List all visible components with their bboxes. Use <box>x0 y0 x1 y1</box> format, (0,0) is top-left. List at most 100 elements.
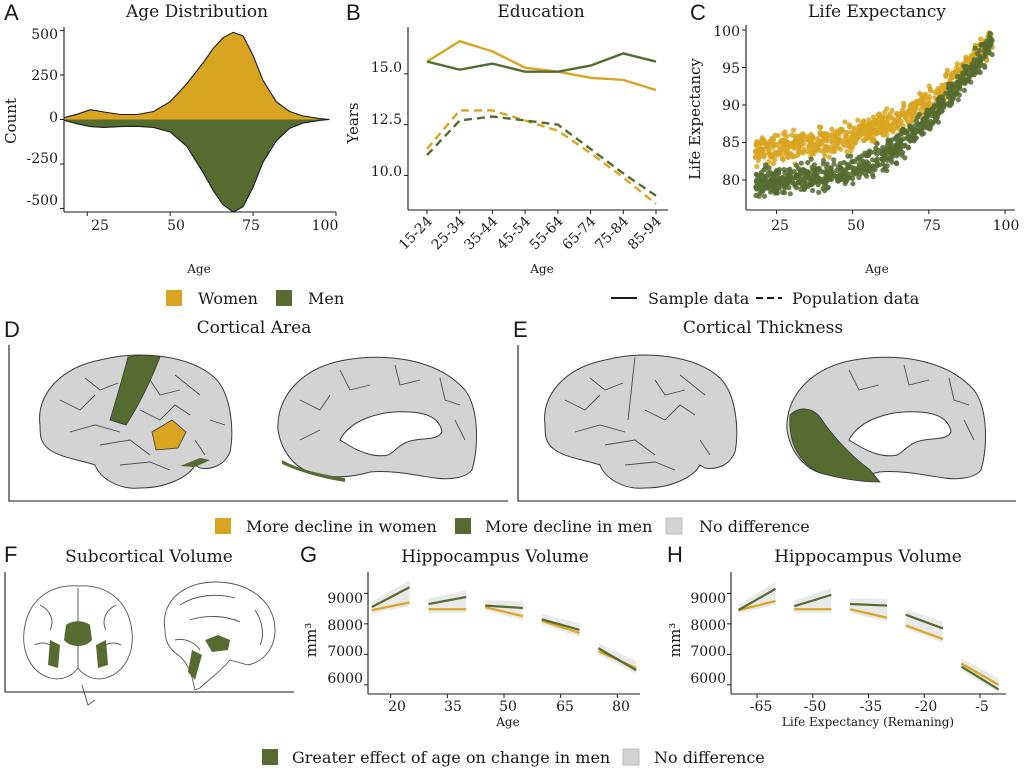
panel-b-ticks <box>404 73 657 214</box>
scatter-point-men <box>801 178 808 184</box>
scatter-point-women <box>790 140 796 146</box>
scatter-point-men <box>906 123 913 129</box>
scatter-point-men <box>810 187 816 194</box>
panel-f-subcortical-region <box>205 635 230 652</box>
scatter-point-women <box>785 140 792 146</box>
scatter-point-women <box>821 149 827 155</box>
panel-c-ytick: 80 <box>722 173 740 189</box>
scatter-point-men <box>966 70 972 76</box>
scatter-point-women <box>761 154 767 160</box>
scatter-point-men <box>754 186 760 192</box>
scatter-point-men <box>928 119 934 125</box>
panel-a-ytick: 0 <box>49 110 58 126</box>
scatter-point-women <box>890 121 896 127</box>
scatter-point-men <box>976 57 982 64</box>
scatter-point-men <box>824 169 830 175</box>
scatter-point-men <box>796 166 802 172</box>
segment-women <box>849 608 888 619</box>
scatter-point-men <box>809 181 816 187</box>
scatter-point-men <box>924 119 930 125</box>
scatter-point-women <box>766 146 772 152</box>
panel-f-frame <box>4 572 294 693</box>
area-outline-women <box>63 31 330 121</box>
scatter-point-women <box>852 127 858 133</box>
panel-e-title: Cortical Thickness <box>683 318 843 338</box>
scatter-point-women <box>819 131 825 137</box>
scatter-point-men <box>984 49 990 55</box>
panel-c-xtick: 50 <box>847 218 865 234</box>
panel-g-plot <box>371 580 637 674</box>
scatter-point-men <box>899 128 905 134</box>
scatter-point-men <box>845 153 851 159</box>
scatter-point-men <box>915 114 921 120</box>
scatter-point-women <box>895 124 901 130</box>
scatter-point-men <box>916 128 922 134</box>
scatter-point-men <box>845 165 851 171</box>
scatter-point-men <box>905 145 912 151</box>
panel-e: E Cortical Thickness <box>513 317 1016 502</box>
scatter-point-women <box>911 112 917 118</box>
scatter-point-women <box>923 91 929 97</box>
scatter-point-men <box>989 51 995 58</box>
cortex-legend: More decline in women More decline in me… <box>215 517 810 536</box>
line-women-population <box>426 109 657 205</box>
panel-b-xtick: 35-44 <box>461 213 501 253</box>
panel-c-xtick: 25 <box>771 218 789 234</box>
scatter-point-men <box>879 151 885 157</box>
scatter-point-men <box>874 163 880 169</box>
scatter-point-men <box>939 108 945 114</box>
scatter-point-men <box>934 113 940 120</box>
scatter-point-women <box>970 52 976 58</box>
scatter-point-women <box>888 126 894 132</box>
scatter-point-women <box>795 152 801 158</box>
scatter-point-men <box>949 97 955 103</box>
scatter-point-men <box>828 165 834 172</box>
scatter-point-men <box>803 171 809 177</box>
scatter-point-women <box>963 56 969 62</box>
scatter-point-men <box>960 70 966 76</box>
panel-g-xtick: 20 <box>388 699 406 715</box>
scatter-point-women <box>914 98 920 104</box>
segment-women <box>484 606 524 618</box>
scatter-point-men <box>776 167 783 173</box>
panel-d: D Cortical Area <box>4 317 508 502</box>
scatter-point-men <box>971 71 977 78</box>
scatter-point-men <box>851 159 858 165</box>
scatter-point-men <box>807 171 813 178</box>
scatter-point-women <box>860 137 867 143</box>
scatter-point-women <box>935 85 941 92</box>
panel-h-label: H <box>667 542 683 567</box>
scatter-point-men <box>887 148 893 154</box>
panel-f-coronal-brain <box>23 585 133 706</box>
segment-men <box>371 586 411 609</box>
scatter-point-women <box>866 117 872 123</box>
segment-women <box>905 624 944 641</box>
panel-b-xtick: 15-24 <box>396 213 436 253</box>
scatter-point-men <box>820 157 827 163</box>
panel-c-xlabel: Age <box>864 262 888 276</box>
scatter-point-women <box>900 123 906 129</box>
scatter-point-women <box>880 113 886 120</box>
segment-men <box>960 665 1000 691</box>
legend-swatch-hippo-no-difference <box>622 748 640 766</box>
panel-h-ticks <box>727 592 981 698</box>
scatter-point-men <box>889 154 895 160</box>
confidence-band <box>485 600 523 620</box>
line-men-population <box>426 115 657 197</box>
panel-b-ytick: 15.0 <box>371 60 402 76</box>
scatter-point-women <box>806 133 812 140</box>
scatter-point-men <box>882 166 888 172</box>
panel-d-medial-brain <box>277 356 477 482</box>
scatter-point-men <box>782 190 788 196</box>
scatter-point-men <box>798 160 804 166</box>
scatter-point-women <box>799 137 805 143</box>
panel-d-frame <box>8 345 508 502</box>
scatter-point-men <box>946 82 952 89</box>
panel-h-ytick: 9000 <box>690 591 726 607</box>
scatter-point-women <box>767 150 773 156</box>
panel-c-ytick: 100 <box>713 24 740 40</box>
panel-f-subcortical-region <box>48 640 60 668</box>
line-women-sample <box>426 39 657 92</box>
scatter-point-women <box>933 90 940 96</box>
